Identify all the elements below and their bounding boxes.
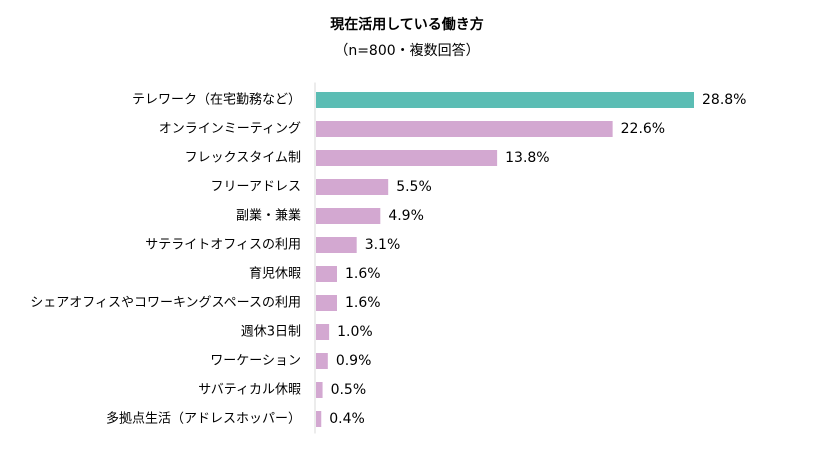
data-label: 22.6% bbox=[621, 121, 665, 137]
data-label: 0.4% bbox=[329, 411, 365, 427]
category-label: フリーアドレス bbox=[211, 180, 301, 195]
category-label: オンラインミーティング bbox=[159, 122, 301, 137]
data-label: 4.9% bbox=[388, 208, 424, 224]
category-label: ワーケーション bbox=[210, 354, 301, 369]
bar bbox=[316, 150, 498, 166]
data-label: 1.6% bbox=[345, 266, 381, 282]
bar bbox=[316, 295, 337, 311]
bar bbox=[316, 324, 330, 340]
bar bbox=[316, 179, 389, 195]
chart-title: 現在活用している働き方 bbox=[330, 17, 484, 33]
category-label: 週休3日制 bbox=[241, 325, 301, 340]
bar bbox=[316, 353, 328, 369]
data-label: 5.5% bbox=[396, 179, 432, 195]
bar bbox=[316, 266, 337, 282]
data-label: 0.9% bbox=[336, 353, 372, 369]
category-label: サバティカル休暇 bbox=[198, 383, 301, 398]
data-label: 13.8% bbox=[505, 150, 549, 166]
bar bbox=[316, 208, 381, 224]
data-label: 1.0% bbox=[337, 324, 373, 340]
category-label: テレワーク（在宅勤務など） bbox=[132, 93, 301, 108]
bar bbox=[316, 411, 322, 427]
category-label: シェアオフィスやコワーキングスペースの利用 bbox=[30, 296, 301, 311]
bar bbox=[316, 382, 323, 398]
chart-subtitle: （n=800・複数回答） bbox=[334, 43, 480, 59]
data-label: 0.5% bbox=[331, 382, 367, 398]
category-label: フレックスタイム制 bbox=[185, 151, 301, 166]
bar bbox=[316, 92, 694, 108]
data-label: 3.1% bbox=[365, 237, 401, 253]
category-label: 副業・兼業 bbox=[236, 208, 301, 224]
category-label: 育児休暇 bbox=[249, 266, 301, 282]
data-label: 28.8% bbox=[702, 92, 746, 108]
data-label: 1.6% bbox=[345, 295, 381, 311]
category-label: サテライトオフィスの利用 bbox=[145, 238, 301, 253]
bar bbox=[316, 237, 357, 253]
bar bbox=[316, 121, 613, 137]
category-label: 多拠点生活（アドレスホッパー） bbox=[106, 411, 301, 427]
